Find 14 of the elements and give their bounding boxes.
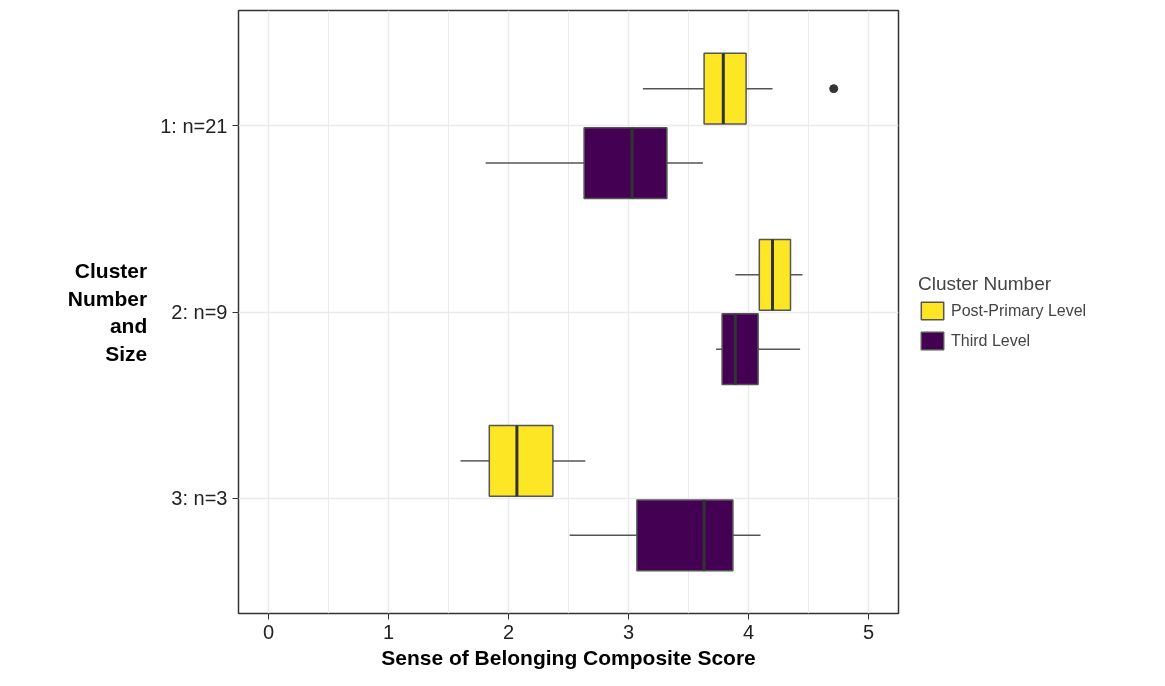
x-tick-label: 1: [382, 620, 395, 643]
y-axis-title: Cluster Number and Size: [67, 259, 148, 365]
y-tick-label: 1: n=21: [160, 114, 228, 137]
legend-label: Third Level: [951, 331, 1031, 349]
x-tick-label: 3: [622, 620, 635, 643]
legend-title: Cluster Number: [918, 272, 1053, 294]
x-tick-label: 2: [502, 620, 515, 643]
x-tick-label: 5: [862, 620, 875, 643]
x-tick-label: 4: [742, 620, 755, 643]
x-axis-title: Sense of Belonging Composite Score: [381, 645, 756, 669]
x-tick-label: 0: [262, 620, 275, 643]
y-tick-label: 3: n=3: [171, 487, 228, 510]
legend-label: Post-Primary Level: [951, 301, 1087, 319]
y-tick-label: 2: n=9: [171, 301, 228, 323]
